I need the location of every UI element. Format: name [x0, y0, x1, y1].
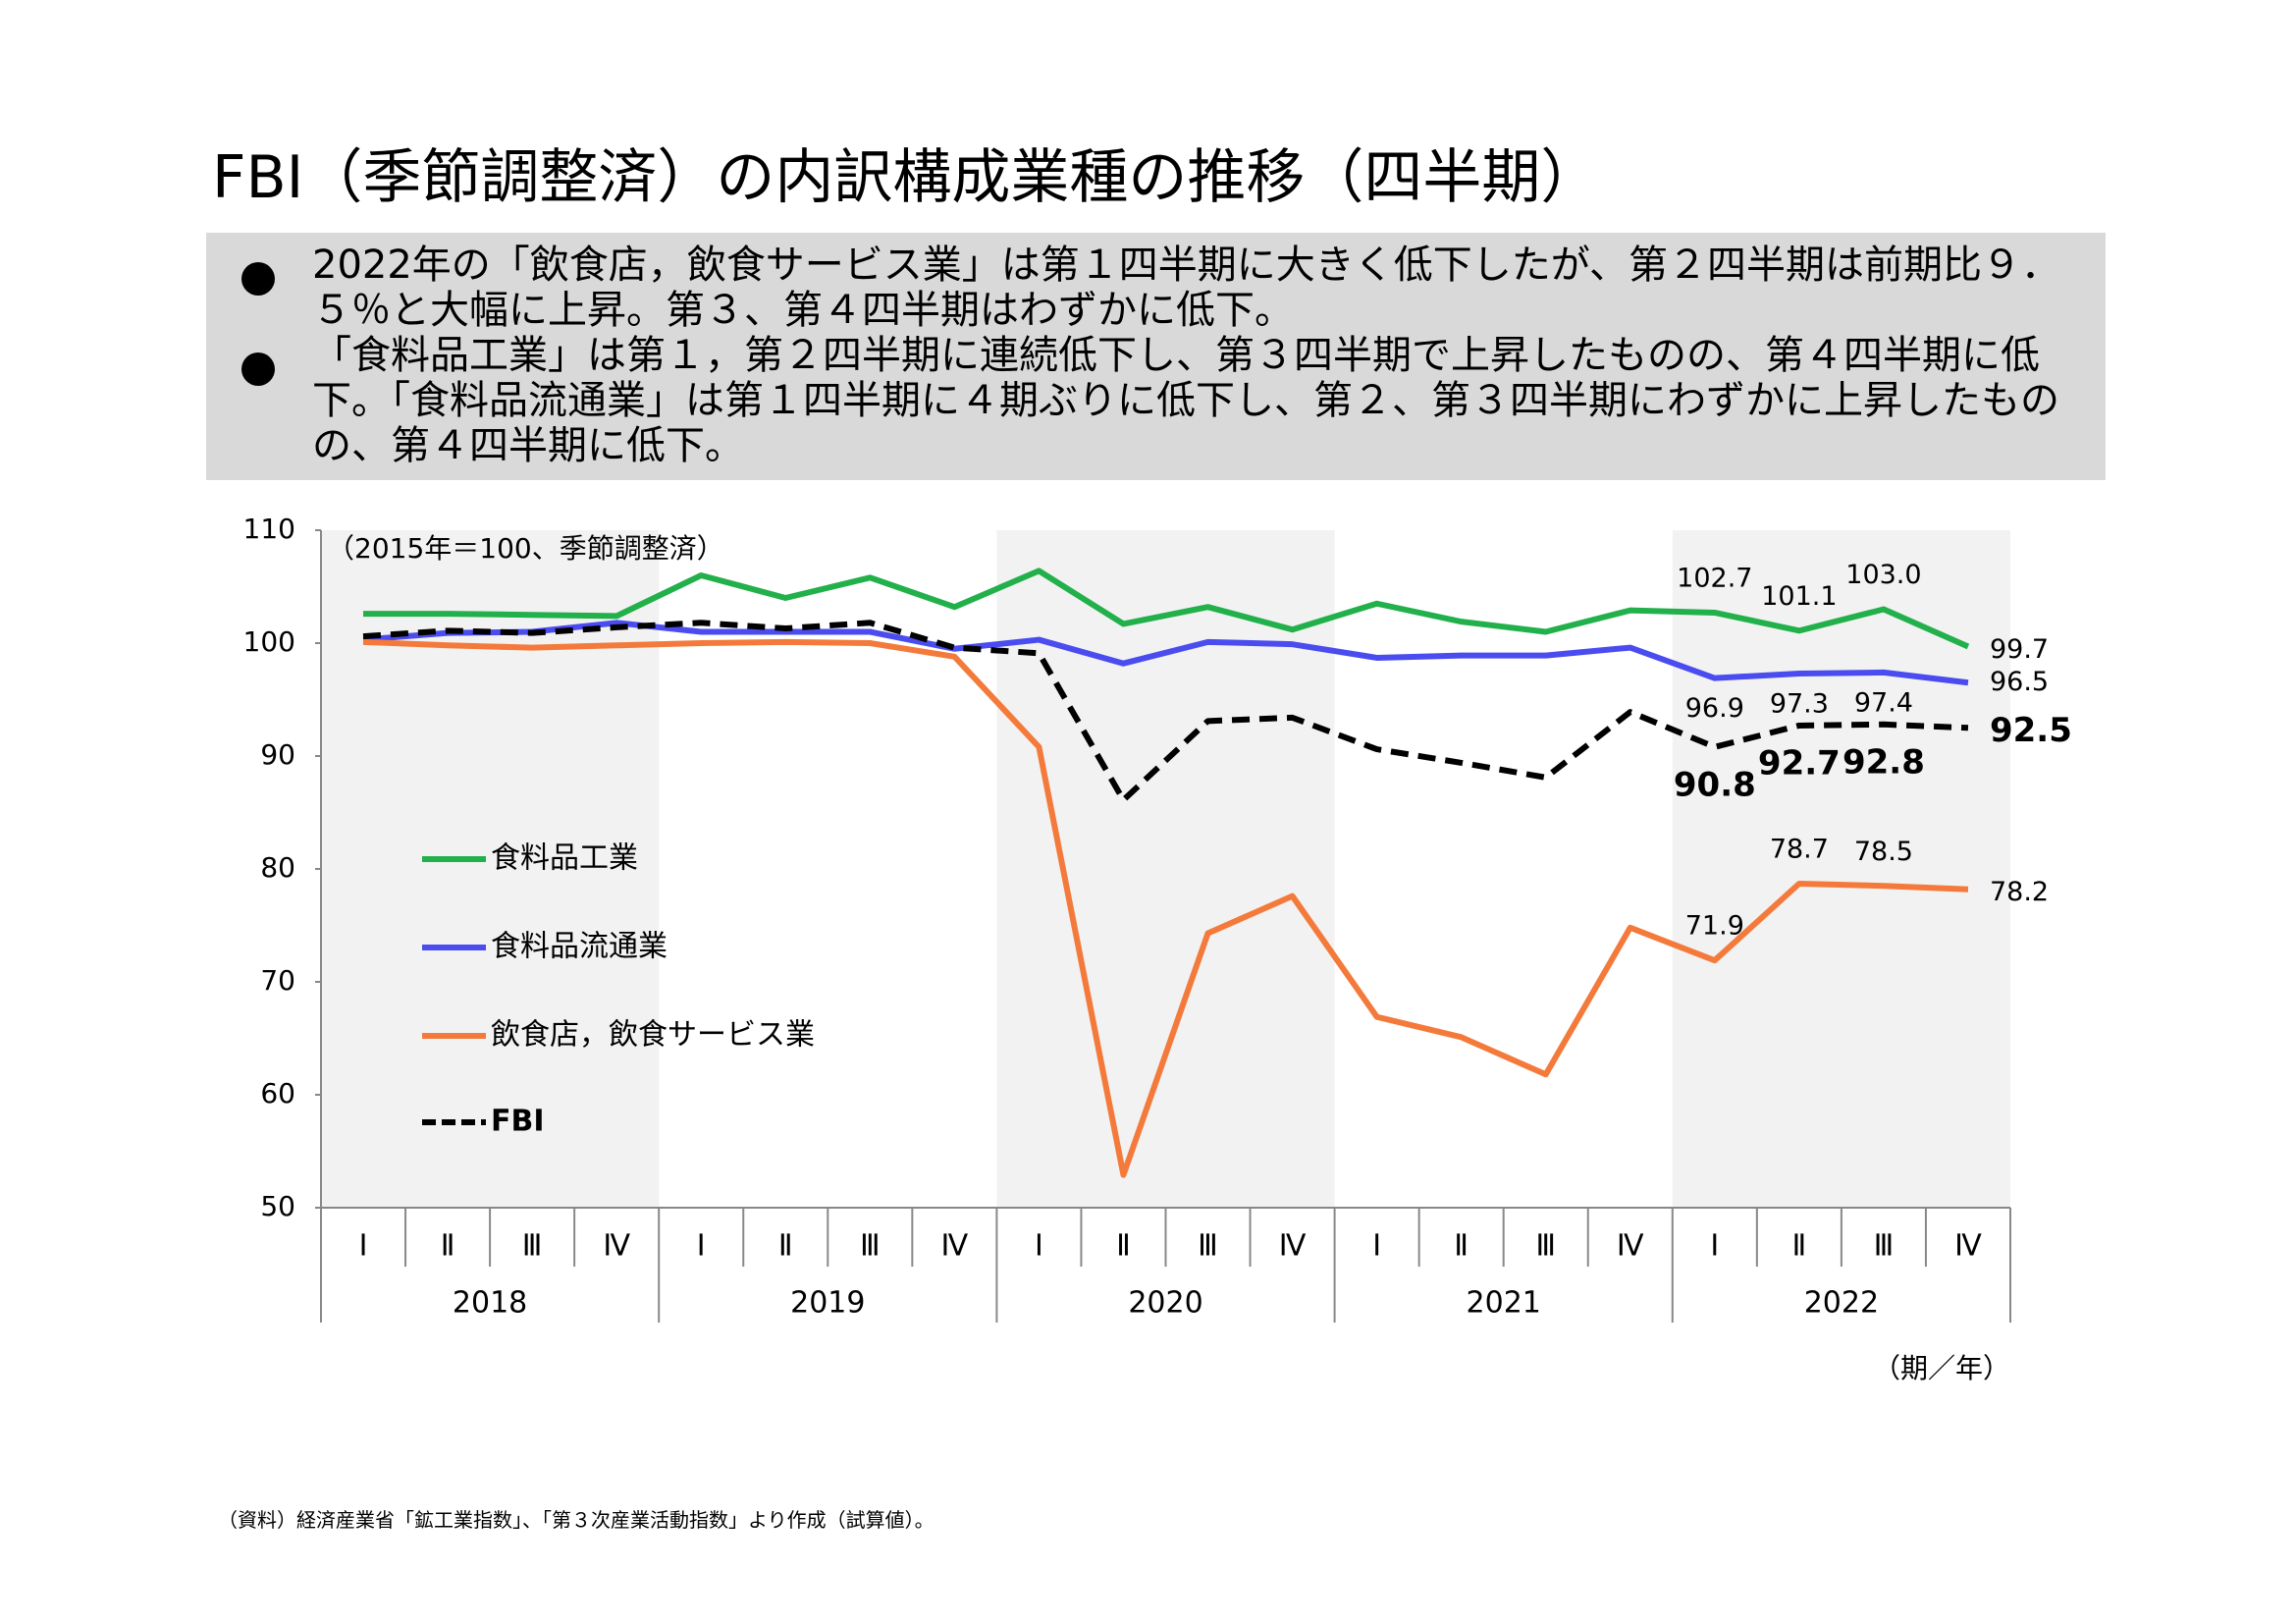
value-label: 92.7	[1758, 743, 1841, 783]
x-tick-label: Ⅲ	[1535, 1229, 1556, 1264]
x-tick-label: Ⅳ	[1617, 1229, 1644, 1264]
x-tick-label: Ⅲ	[1198, 1229, 1218, 1264]
x-tick-label: Ⅱ	[1791, 1229, 1806, 1264]
year-label: 2018	[453, 1286, 527, 1321]
x-tick-label: Ⅱ	[441, 1229, 455, 1264]
bullet-dot	[241, 352, 275, 386]
value-label: 96.9	[1685, 693, 1744, 724]
x-tick-label: Ⅰ	[359, 1229, 368, 1264]
x-tick-label: Ⅰ	[1035, 1229, 1043, 1264]
source-note: （資料）経済産業省「鉱工業指数」、「第３次産業活動指数」より作成（試算値）。	[218, 1508, 934, 1532]
value-label: 92.5	[1990, 711, 2072, 750]
x-tick-label: Ⅳ	[1954, 1229, 1982, 1264]
value-label: 78.7	[1770, 834, 1829, 864]
legend-label: 飲食店，飲食サービス業	[491, 1018, 815, 1053]
year-shade	[996, 530, 1335, 1208]
value-label: 71.9	[1685, 911, 1744, 942]
x-tick-label: Ⅲ	[1874, 1229, 1895, 1264]
unit-note: （2015年＝100、季節調整済）	[327, 532, 724, 565]
bullet-text: 2022年の「飲食店，飲食サービス業」は第１四半期に大きく低下したが、第２四半期…	[312, 243, 2060, 333]
x-axis-label: （期／年）	[1873, 1352, 2010, 1384]
x-tick-label: Ⅳ	[941, 1229, 969, 1264]
x-tick-label: Ⅳ	[603, 1229, 630, 1264]
year-label: 2021	[1467, 1286, 1541, 1321]
x-tick-label: Ⅱ	[778, 1229, 793, 1264]
x-tick-label: Ⅱ	[1116, 1229, 1131, 1264]
value-label: 97.4	[1854, 687, 1913, 718]
year-label: 2022	[1804, 1286, 1879, 1321]
value-label: 103.0	[1845, 560, 1921, 590]
value-label: 78.2	[1990, 877, 2049, 907]
value-label: 97.3	[1770, 689, 1829, 720]
series-line	[362, 620, 1969, 686]
value-label: 78.5	[1854, 837, 1913, 867]
x-tick-label: Ⅱ	[1454, 1229, 1468, 1264]
year-shade	[1672, 530, 2010, 1208]
legend-label: 食料品工業	[491, 841, 638, 876]
x-tick-label: Ⅰ	[1372, 1229, 1381, 1264]
bullet-text: 「食料品工業」は第１，第２四半期に連続低下し、第３四半期で上昇したものの、第４四…	[312, 333, 2059, 468]
legend-label: FBI	[491, 1105, 545, 1139]
x-tick-label: Ⅰ	[697, 1229, 706, 1264]
x-tick-label: Ⅳ	[1279, 1229, 1307, 1264]
y-tick-label: 80	[260, 851, 295, 884]
x-tick-label: Ⅰ	[1710, 1229, 1719, 1264]
year-label: 2019	[790, 1286, 865, 1321]
y-tick-label: 90	[260, 738, 295, 771]
value-label: 101.1	[1761, 581, 1837, 612]
page-title: FBI（季節調整済）の内訳構成業種の推移（四半期）	[212, 143, 1600, 212]
value-label: 90.8	[1674, 765, 1756, 804]
bullet-dot	[241, 262, 275, 296]
series-line	[363, 568, 1970, 650]
value-label: 92.8	[1842, 742, 1925, 782]
summary-box: 2022年の「飲食店，飲食サービス業」は第１四半期に大きく低下したが、第２四半期…	[206, 233, 2106, 480]
value-label: 96.5	[1990, 667, 2049, 697]
y-tick-label: 100	[243, 625, 295, 658]
year-label: 2020	[1128, 1286, 1202, 1321]
x-tick-label: Ⅲ	[860, 1229, 881, 1264]
value-label: 99.7	[1990, 634, 2049, 665]
legend-label: 食料品流通業	[491, 930, 667, 964]
y-tick-label: 50	[260, 1190, 295, 1222]
y-tick-label: 110	[243, 513, 295, 545]
series-line	[362, 620, 1969, 803]
series-line	[362, 638, 1969, 1178]
value-label: 102.7	[1677, 563, 1752, 593]
y-tick-label: 60	[260, 1077, 295, 1110]
y-tick-label: 70	[260, 964, 295, 997]
x-tick-label: Ⅲ	[522, 1229, 543, 1264]
